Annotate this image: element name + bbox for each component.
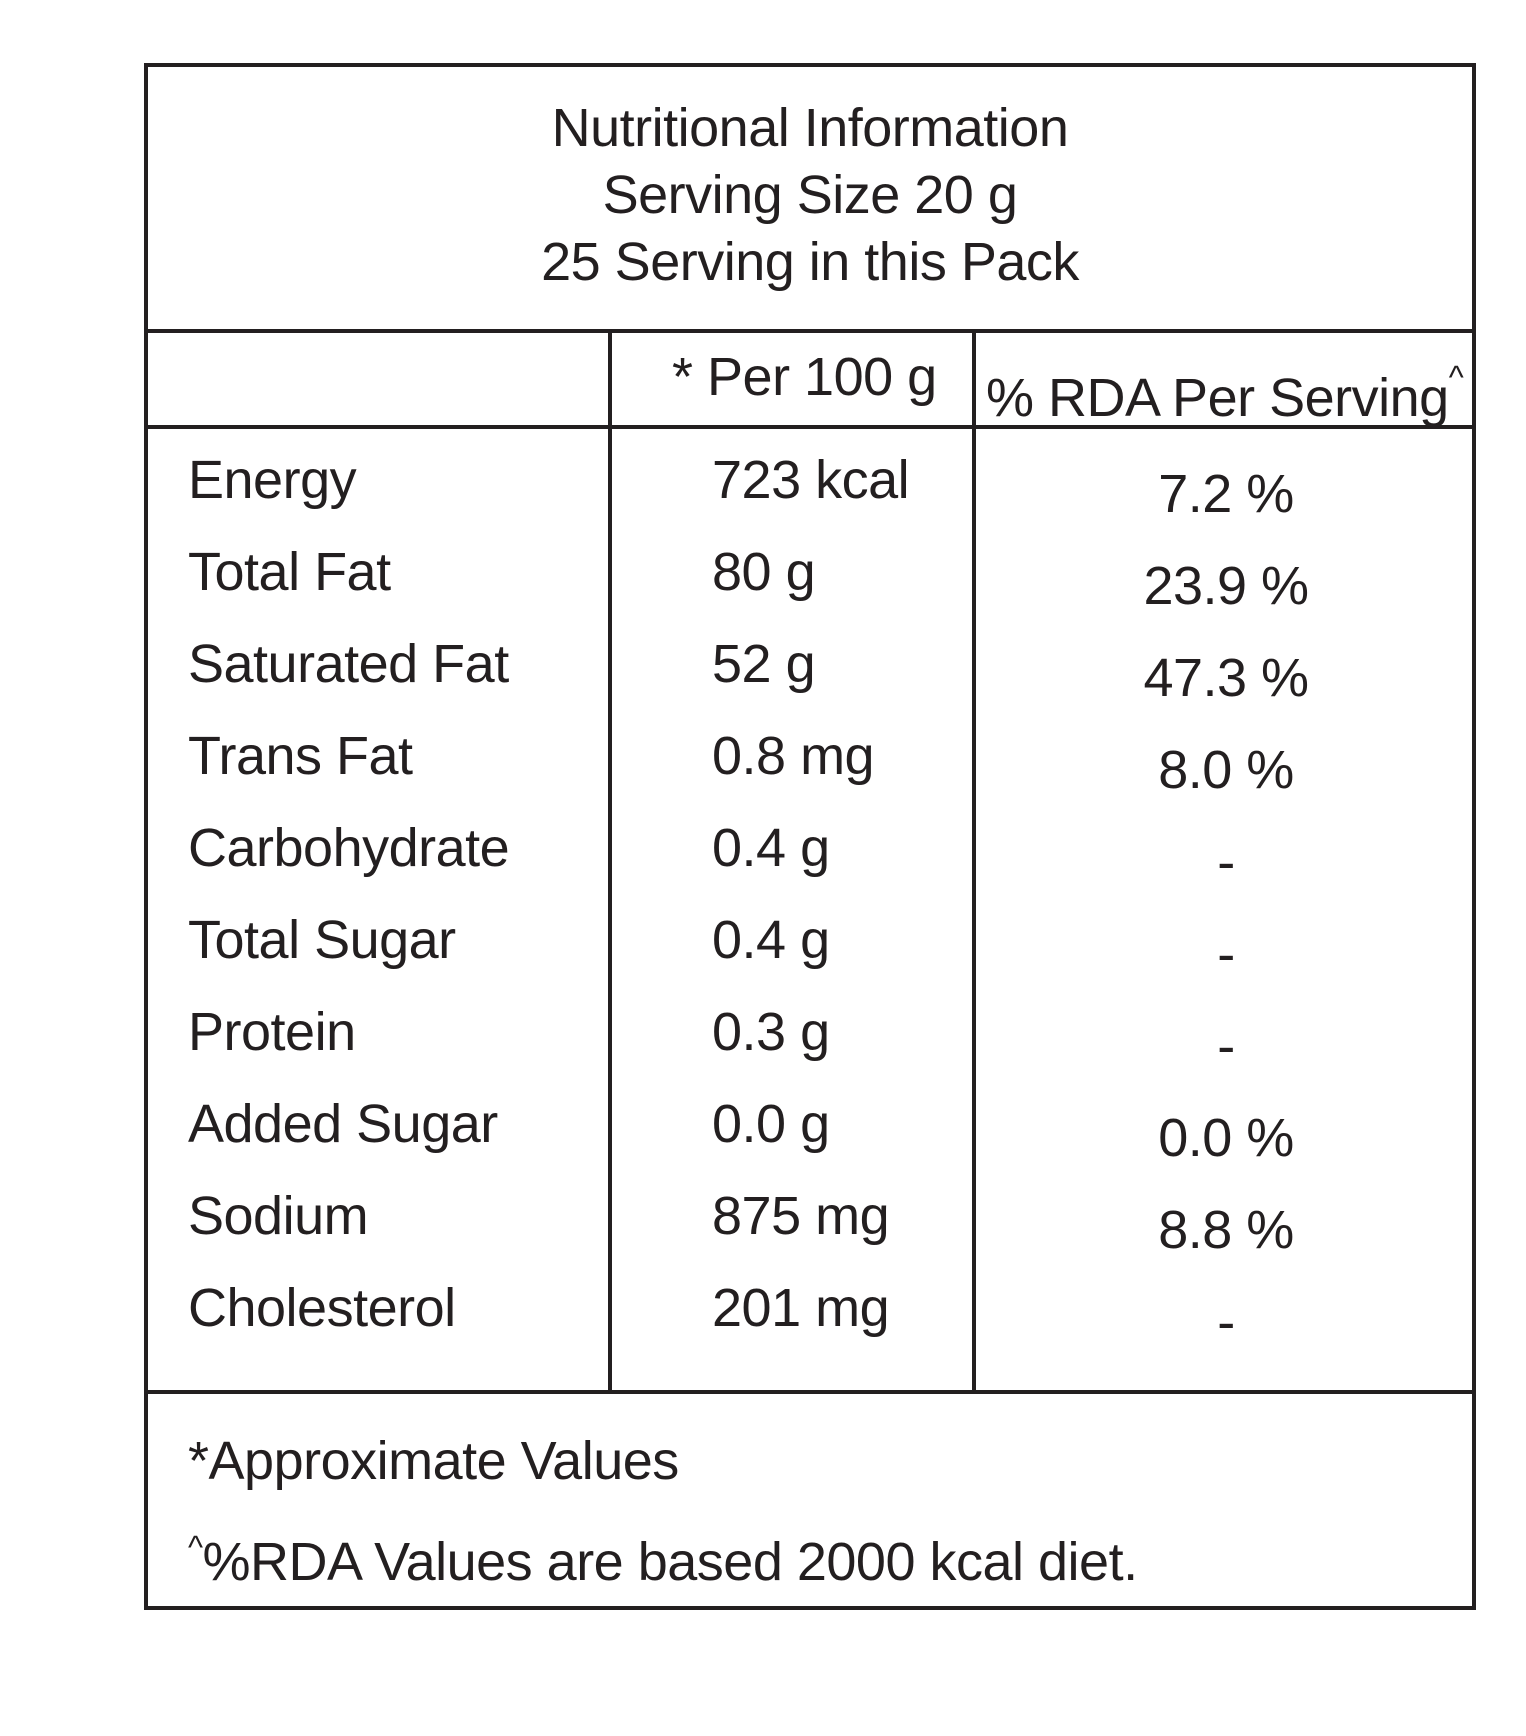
table-row: Sodium 875 mg 8.8 % bbox=[148, 1185, 1472, 1277]
nutrient-rda: 8.0 % bbox=[1158, 740, 1294, 800]
approximate-values-note: *Approximate Values bbox=[188, 1431, 679, 1491]
rda-basis-note: ^%RDA Values are based 2000 kcal diet. bbox=[188, 1529, 1138, 1592]
footer-notes: *Approximate Values ^%RDA Values are bas… bbox=[148, 1390, 1472, 1610]
table-row: Energy 723 kcal 7.2 % bbox=[148, 449, 1472, 541]
table-row: Trans Fat 0.8 mg 8.0 % bbox=[148, 725, 1472, 817]
nutrient-rda: 8.8 % bbox=[1158, 1200, 1294, 1260]
rda-caret-marker: ^ bbox=[1448, 359, 1464, 395]
table-row: Cholesterol 201 mg - bbox=[148, 1277, 1472, 1369]
nutrient-name: Protein bbox=[188, 1002, 356, 1062]
nutrient-name: Energy bbox=[188, 450, 357, 510]
nutrient-name: Trans Fat bbox=[188, 726, 413, 786]
nutrient-rda: 0.0 % bbox=[1158, 1108, 1294, 1168]
nutrient-value: 0.4 g bbox=[712, 910, 830, 970]
nutrient-rda: 47.3 % bbox=[1143, 648, 1309, 708]
table-row: Saturated Fat 52 g 47.3 % bbox=[148, 633, 1472, 725]
table-row: Carbohydrate 0.4 g - bbox=[148, 817, 1472, 909]
rda-basis-caret: ^ bbox=[188, 1529, 203, 1565]
column-divider-2 bbox=[972, 329, 976, 1394]
nutrient-rda: - bbox=[1217, 832, 1235, 892]
table-row: Total Fat 80 g 23.9 % bbox=[148, 541, 1472, 633]
nutrient-name: Total Sugar bbox=[188, 910, 456, 970]
nutrient-value: 52 g bbox=[712, 634, 816, 694]
nutrient-name: Cholesterol bbox=[188, 1278, 456, 1338]
nutrient-value: 0.0 g bbox=[712, 1094, 830, 1154]
nutrient-name: Total Fat bbox=[188, 542, 391, 602]
column-header-row: * Per 100 g % RDA Per Serving^ bbox=[148, 329, 1472, 429]
column-divider-1 bbox=[608, 329, 612, 1394]
servings-per-pack: 25 Serving in this Pack bbox=[541, 232, 1079, 292]
nutrient-rows: Energy 723 kcal 7.2 % Total Fat 80 g 23.… bbox=[148, 429, 1472, 1369]
nutrient-value: 0.3 g bbox=[712, 1002, 830, 1062]
rda-header: % RDA Per Serving^ bbox=[986, 359, 1464, 428]
nutrient-rda: - bbox=[1217, 1292, 1235, 1352]
nutrient-rda: 7.2 % bbox=[1158, 464, 1294, 524]
nutrient-value: 0.4 g bbox=[712, 818, 830, 878]
nutrient-rda: 23.9 % bbox=[1143, 556, 1309, 616]
nutrient-value: 723 kcal bbox=[712, 450, 910, 510]
nutrient-value: 80 g bbox=[712, 542, 816, 602]
label-title: Nutritional Information bbox=[551, 98, 1069, 158]
serving-size: Serving Size 20 g bbox=[602, 165, 1018, 225]
nutrient-name: Saturated Fat bbox=[188, 634, 509, 694]
nutrient-value: 0.8 mg bbox=[712, 726, 875, 786]
title-block: Nutritional Information Serving Size 20 … bbox=[148, 67, 1472, 333]
table-row: Total Sugar 0.4 g - bbox=[148, 909, 1472, 1001]
per-100g-header: * Per 100 g bbox=[672, 347, 937, 407]
nutrient-name: Carbohydrate bbox=[188, 818, 510, 878]
nutrient-rda: - bbox=[1217, 924, 1235, 984]
nutrient-value: 201 mg bbox=[712, 1278, 890, 1338]
table-row: Added Sugar 0.0 g 0.0 % bbox=[148, 1093, 1472, 1185]
table-row: Protein 0.3 g - bbox=[148, 1001, 1472, 1093]
nutrient-name: Added Sugar bbox=[188, 1094, 498, 1154]
nutrient-value: 875 mg bbox=[712, 1186, 890, 1246]
nutrient-name: Sodium bbox=[188, 1186, 369, 1246]
nutrition-label: Nutritional Information Serving Size 20 … bbox=[144, 63, 1476, 1610]
nutrient-rda: - bbox=[1217, 1016, 1235, 1076]
